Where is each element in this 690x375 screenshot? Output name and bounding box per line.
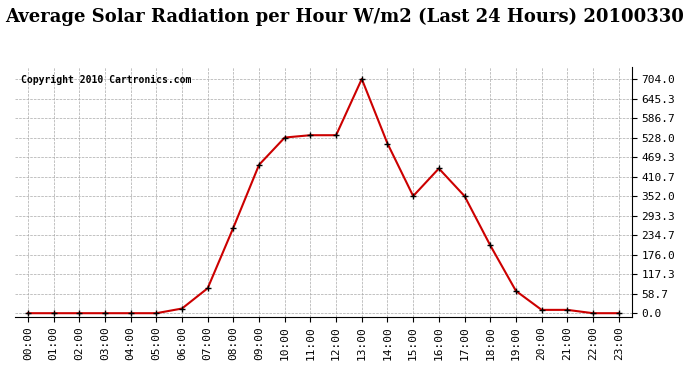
Text: Average Solar Radiation per Hour W/m2 (Last 24 Hours) 20100330: Average Solar Radiation per Hour W/m2 (L… xyxy=(6,8,684,26)
Text: Copyright 2010 Cartronics.com: Copyright 2010 Cartronics.com xyxy=(21,75,192,84)
